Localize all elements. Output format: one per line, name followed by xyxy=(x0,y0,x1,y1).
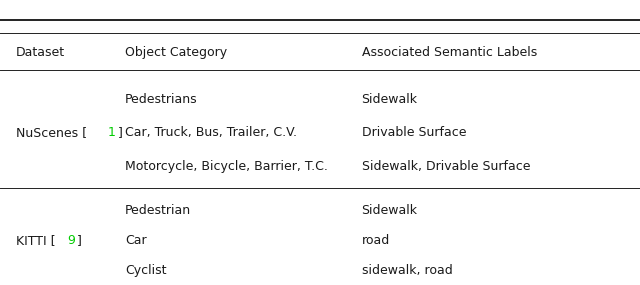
Text: 1: 1 xyxy=(108,126,116,139)
Text: Car, Truck, Bus, Trailer, C.V.: Car, Truck, Bus, Trailer, C.V. xyxy=(125,126,297,139)
Text: Dataset: Dataset xyxy=(16,46,65,59)
Text: Associated Semantic Labels: Associated Semantic Labels xyxy=(362,46,537,59)
Text: 9: 9 xyxy=(67,234,75,247)
Text: Motorcycle, Bicycle, Barrier, T.C.: Motorcycle, Bicycle, Barrier, T.C. xyxy=(125,160,328,173)
Text: Sidewalk: Sidewalk xyxy=(362,204,417,217)
Text: Cyclist: Cyclist xyxy=(125,264,166,277)
Text: Pedestrians: Pedestrians xyxy=(125,93,197,106)
Text: Sidewalk, Drivable Surface: Sidewalk, Drivable Surface xyxy=(362,160,530,173)
Text: road: road xyxy=(362,234,390,247)
Text: Car: Car xyxy=(125,234,147,247)
Text: Sidewalk: Sidewalk xyxy=(362,93,417,106)
Text: KITTI [: KITTI [ xyxy=(16,234,56,247)
Text: Object Category: Object Category xyxy=(125,46,227,59)
Text: ]: ] xyxy=(118,126,123,139)
Text: NuScenes [: NuScenes [ xyxy=(16,126,87,139)
Text: ]: ] xyxy=(77,234,82,247)
Text: sidewalk, road: sidewalk, road xyxy=(362,264,452,277)
Text: Drivable Surface: Drivable Surface xyxy=(362,126,466,139)
Text: Pedestrian: Pedestrian xyxy=(125,204,191,217)
